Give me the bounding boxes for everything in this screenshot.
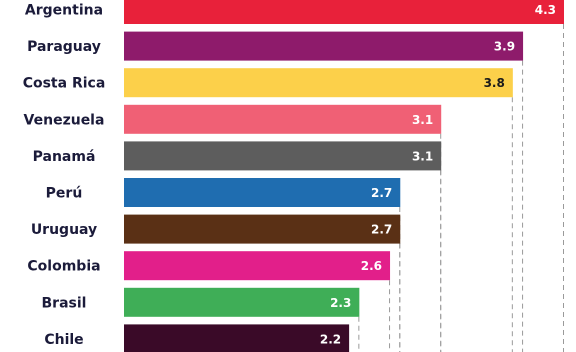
bar-panama bbox=[124, 141, 442, 171]
bar-chile bbox=[124, 324, 350, 352]
bar-argentina bbox=[124, 0, 564, 24]
category-label-colombia: Colombia bbox=[27, 259, 100, 275]
value-label-chile: 2.2 bbox=[320, 332, 341, 346]
category-label-chile: Chile bbox=[44, 332, 83, 348]
value-label-paraguay: 3.9 bbox=[494, 40, 515, 54]
bar-colombia bbox=[124, 251, 391, 281]
bars-group bbox=[124, 0, 564, 352]
category-label-brasil: Brasil bbox=[42, 295, 87, 311]
value-label-colombia: 2.6 bbox=[361, 259, 382, 273]
category-label-panama: Panamá bbox=[33, 149, 96, 165]
bar-brasil bbox=[124, 287, 360, 317]
value-label-venezuela: 3.1 bbox=[412, 113, 433, 127]
bar-venezuela bbox=[124, 104, 442, 134]
category-label-argentina: Argentina bbox=[25, 3, 103, 19]
category-label-venezuela: Venezuela bbox=[24, 112, 105, 128]
bar-costa-rica bbox=[124, 68, 513, 98]
value-label-peru: 2.7 bbox=[371, 186, 392, 200]
value-label-uruguay: 2.7 bbox=[371, 223, 392, 237]
value-label-brasil: 2.3 bbox=[330, 296, 351, 310]
bar-uruguay bbox=[124, 214, 401, 244]
category-label-uruguay: Uruguay bbox=[31, 222, 97, 238]
value-label-argentina: 4.3 bbox=[535, 3, 556, 17]
value-labels: 4.3 3.9 3.8 3.1 3.1 2.7 2.7 2.6 2.3 2.2 bbox=[320, 3, 556, 346]
category-labels: Argentina Paraguay Costa Rica Venezuela Pana… bbox=[23, 3, 106, 348]
value-label-panama: 3.1 bbox=[412, 149, 433, 163]
category-label-peru: Perú bbox=[46, 186, 83, 202]
category-label-paraguay: Paraguay bbox=[27, 39, 101, 55]
bar-peru bbox=[124, 178, 401, 207]
value-label-costa-rica: 3.8 bbox=[484, 76, 505, 90]
category-label-costa-rica: Costa Rica bbox=[23, 76, 106, 92]
bar-paraguay bbox=[124, 31, 524, 61]
